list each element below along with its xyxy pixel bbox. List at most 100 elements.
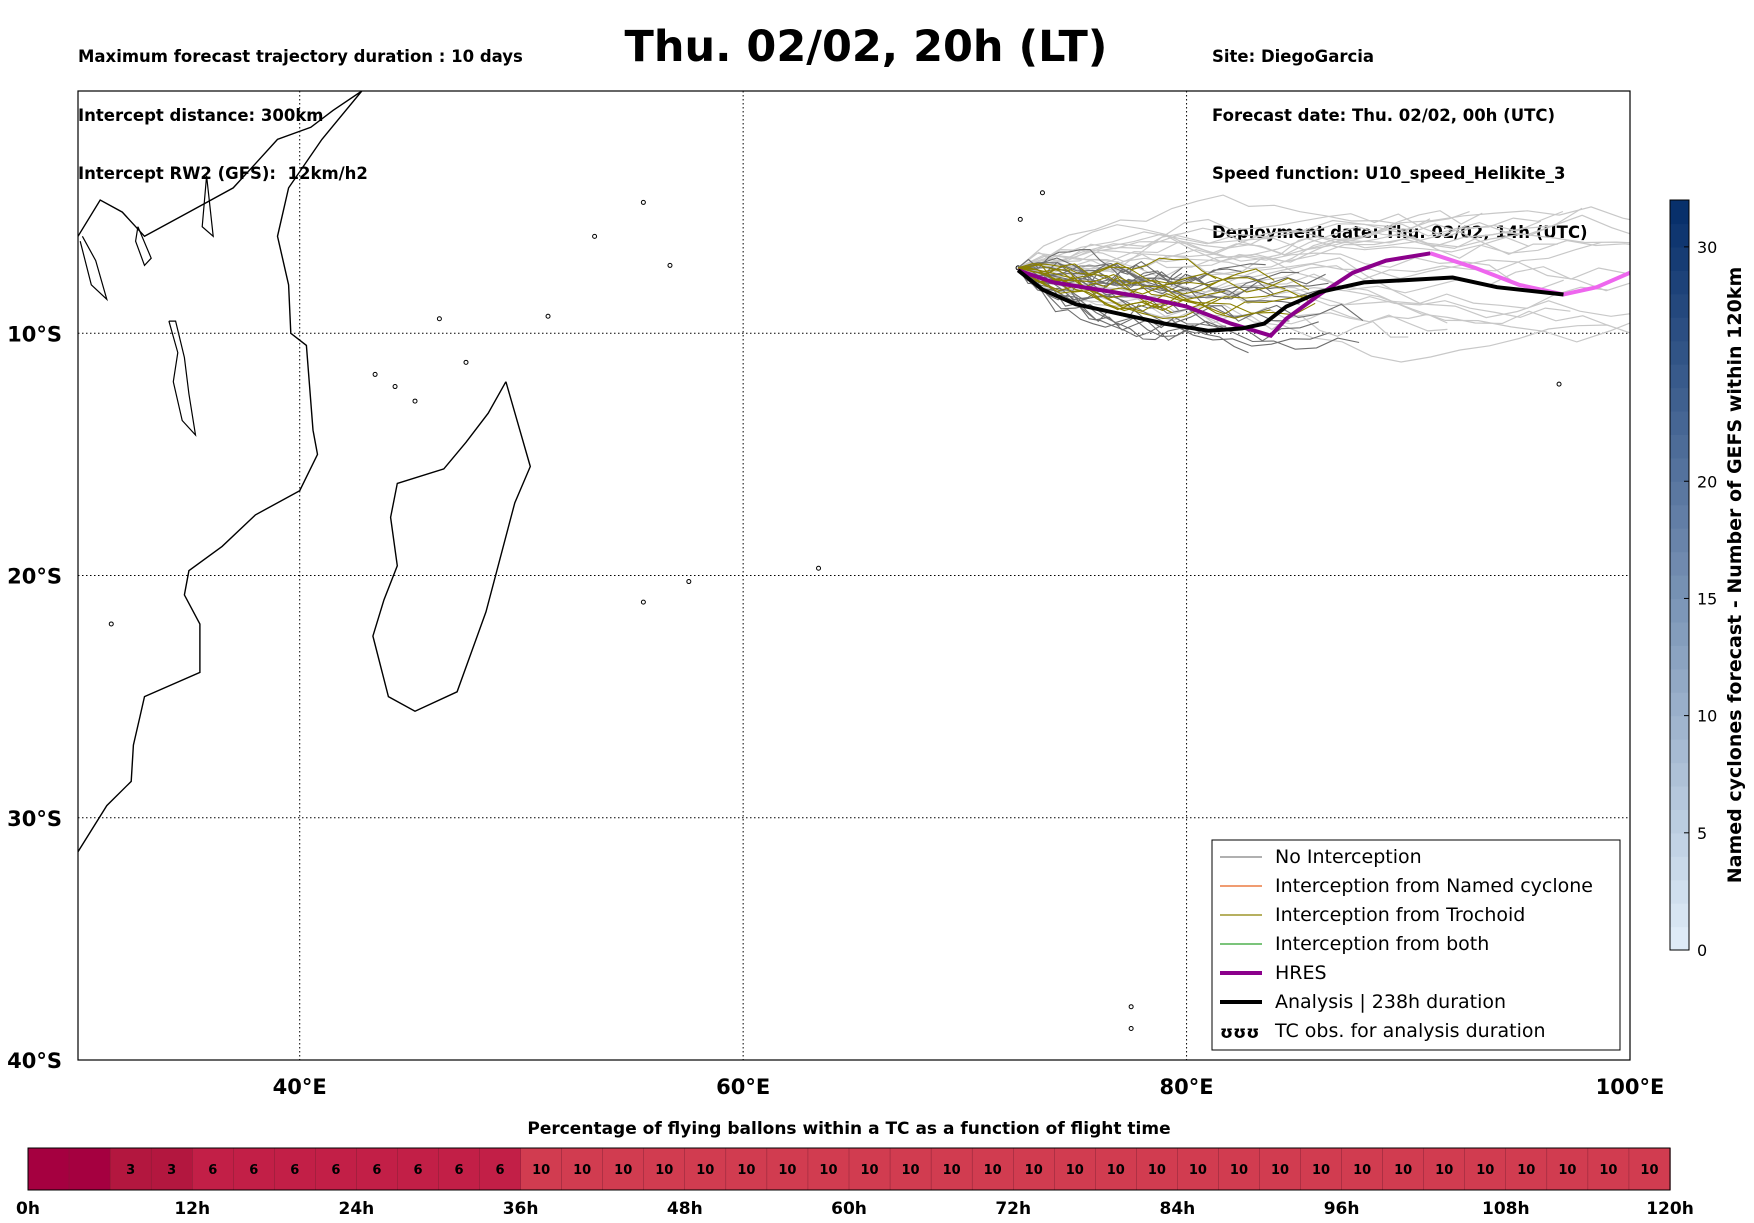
colorbar-segment xyxy=(1670,481,1689,506)
colorbar-tick-label: 10 xyxy=(1697,707,1717,726)
timeline-cell-value: 3 xyxy=(167,1163,176,1178)
timeline-cell-value: 10 xyxy=(984,1163,1002,1178)
legend: No Interception Interception from Named c… xyxy=(1211,839,1621,1051)
lon-tick-label: 40°E xyxy=(273,1075,327,1099)
island-marker xyxy=(1039,190,1045,196)
ensemble-trajectory xyxy=(1017,267,1448,332)
hres-track xyxy=(1017,251,1431,338)
colorbar-segment xyxy=(1670,879,1689,904)
ensemble-trajectory xyxy=(1017,213,1542,275)
ensemble-trajectory xyxy=(1017,211,1470,269)
colorbar-segment xyxy=(1670,246,1689,271)
island-marker xyxy=(640,199,646,205)
timeline-cell xyxy=(766,1147,809,1191)
timeline-cell-value: 10 xyxy=(1476,1163,1494,1178)
island-marker xyxy=(686,579,692,585)
timeline-cell xyxy=(684,1147,727,1191)
timeline-cell-value: 6 xyxy=(372,1163,381,1178)
colorbar-tick-label: 0 xyxy=(1697,941,1707,960)
timeline-hour-label: 120h xyxy=(1646,1199,1694,1219)
timeline-cell xyxy=(1628,1147,1671,1191)
forecast-date-text: Forecast date: Thu. 02/02, 00h (UTC) xyxy=(1212,105,1556,125)
timeline-cell-value: 10 xyxy=(860,1163,878,1178)
timeline-cell-value: 10 xyxy=(943,1163,961,1178)
colorbar-segment xyxy=(1670,739,1689,764)
timeline-cell xyxy=(930,1147,973,1191)
trochoid-trajectory xyxy=(1017,265,1226,302)
colorbar-label: Named cyclones forecast - Number of GEFS… xyxy=(1724,267,1746,884)
timeline-hour-label: 24h xyxy=(339,1199,375,1219)
colorbar-segment xyxy=(1670,340,1689,365)
island-marker xyxy=(372,371,378,377)
timeline-cell-value: 10 xyxy=(1312,1163,1330,1178)
legend-box xyxy=(1211,839,1621,1051)
madagascar-coastline xyxy=(372,381,532,712)
timeline-cell-value: 10 xyxy=(614,1163,632,1178)
legend-label: No Interception xyxy=(1275,846,1422,868)
timeline-hour-label: 96h xyxy=(1324,1199,1360,1219)
ensemble-trajectory xyxy=(1017,194,1583,269)
timeline-cell xyxy=(274,1147,317,1191)
colorbar-segment xyxy=(1670,692,1689,717)
timeline-cell xyxy=(191,1147,234,1191)
island-marker xyxy=(592,233,598,239)
colorbar-segment xyxy=(1670,551,1689,576)
ensemble-trajectory xyxy=(1017,214,1630,269)
africa-coastline xyxy=(78,91,363,853)
timeline-cell-value: 6 xyxy=(455,1163,464,1178)
trochoid-trajectory xyxy=(1017,267,1316,316)
colorbar-segment xyxy=(1670,856,1689,881)
timeline-cell-value: 10 xyxy=(1599,1163,1617,1178)
ensemble-trajectory xyxy=(1017,267,1409,338)
colorbar-segment xyxy=(1670,715,1689,740)
colorbar-segment xyxy=(1670,270,1689,295)
timeline-cell xyxy=(109,1147,152,1191)
timeline-frame xyxy=(27,1147,1671,1191)
island-marker xyxy=(1556,381,1562,387)
legend-label: TC obs. for analysis duration xyxy=(1274,1020,1546,1042)
timeline-cell-value: 10 xyxy=(1107,1163,1125,1178)
colorbar-segment xyxy=(1670,434,1689,459)
legend-label: Interception from both xyxy=(1275,933,1489,955)
timeline-cell-value: 10 xyxy=(778,1163,796,1178)
ensemble-trajectory xyxy=(1017,253,1627,294)
colorbar-segment xyxy=(1670,364,1689,389)
timeline-cell xyxy=(643,1147,686,1191)
ensemble-trajectory xyxy=(1017,225,1552,269)
timeline-cell-value: 10 xyxy=(1271,1163,1289,1178)
timeline-cell xyxy=(27,1147,70,1191)
timeline-cell xyxy=(602,1147,645,1191)
trochoid-trajectory xyxy=(1018,262,1173,314)
timeline-cell xyxy=(1136,1147,1179,1191)
lon-tick-label: 80°E xyxy=(1160,1075,1214,1099)
colorbar-segment xyxy=(1670,317,1689,342)
timeline-cell xyxy=(1013,1147,1055,1191)
colorbar-frame xyxy=(1669,199,1690,951)
ensemble-trajectory xyxy=(1017,267,1630,343)
timeline-cell-value: 10 xyxy=(819,1163,837,1178)
timeline-cell xyxy=(150,1147,193,1191)
timeline-cell-value: 10 xyxy=(1353,1163,1371,1178)
ensemble-trajectory xyxy=(1017,210,1564,269)
timeline-cell-value: 10 xyxy=(1148,1163,1166,1178)
timeline-cell-value: 10 xyxy=(1230,1163,1248,1178)
timeline-cell xyxy=(971,1147,1014,1191)
trochoid-trajectory xyxy=(1017,267,1307,315)
map-axes: 40°E 60°E 80°E 100°E 10°S 20°S 30°S 40°S xyxy=(7,322,1664,1099)
legend-label: HRES xyxy=(1275,962,1327,984)
colorbar-segment xyxy=(1670,410,1689,435)
lon-tick-label: 100°E xyxy=(1596,1075,1665,1099)
site-text: Site: DiegoGarcia xyxy=(1212,47,1375,66)
trochoid-trajectory xyxy=(1018,267,1193,312)
map-frame xyxy=(77,90,1631,1061)
ensemble-trajectory xyxy=(1017,233,1630,269)
timeline-cell xyxy=(848,1147,891,1191)
trochoid-trajectory xyxy=(1018,266,1275,295)
lat-tick-label: 30°S xyxy=(7,807,62,831)
island-marker xyxy=(667,262,673,268)
trochoid-trajectory xyxy=(1017,267,1310,295)
timeline-cell-value: 10 xyxy=(1025,1163,1043,1178)
legend-tc-symbol: ʊʊʊ xyxy=(1220,1023,1259,1043)
timeline-cell-value: 10 xyxy=(1517,1163,1535,1178)
